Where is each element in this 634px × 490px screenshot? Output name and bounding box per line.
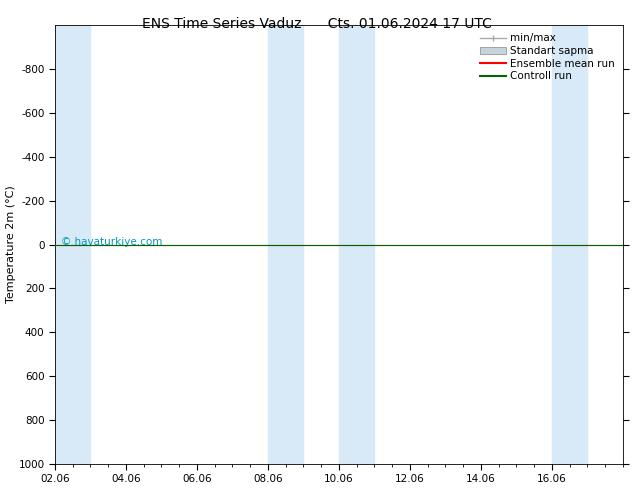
Bar	[552, 25, 587, 464]
Text: ENS Time Series Vaduz      Cts. 01.06.2024 17 UTC: ENS Time Series Vaduz Cts. 01.06.2024 17…	[142, 17, 492, 31]
Bar	[268, 25, 304, 464]
Text: © havaturkiye.com: © havaturkiye.com	[61, 237, 162, 247]
Y-axis label: Temperature 2m (°C): Temperature 2m (°C)	[6, 186, 16, 303]
Legend: min/max, Standart sapma, Ensemble mean run, Controll run: min/max, Standart sapma, Ensemble mean r…	[477, 30, 618, 84]
Bar	[339, 25, 375, 464]
Bar	[55, 25, 91, 464]
